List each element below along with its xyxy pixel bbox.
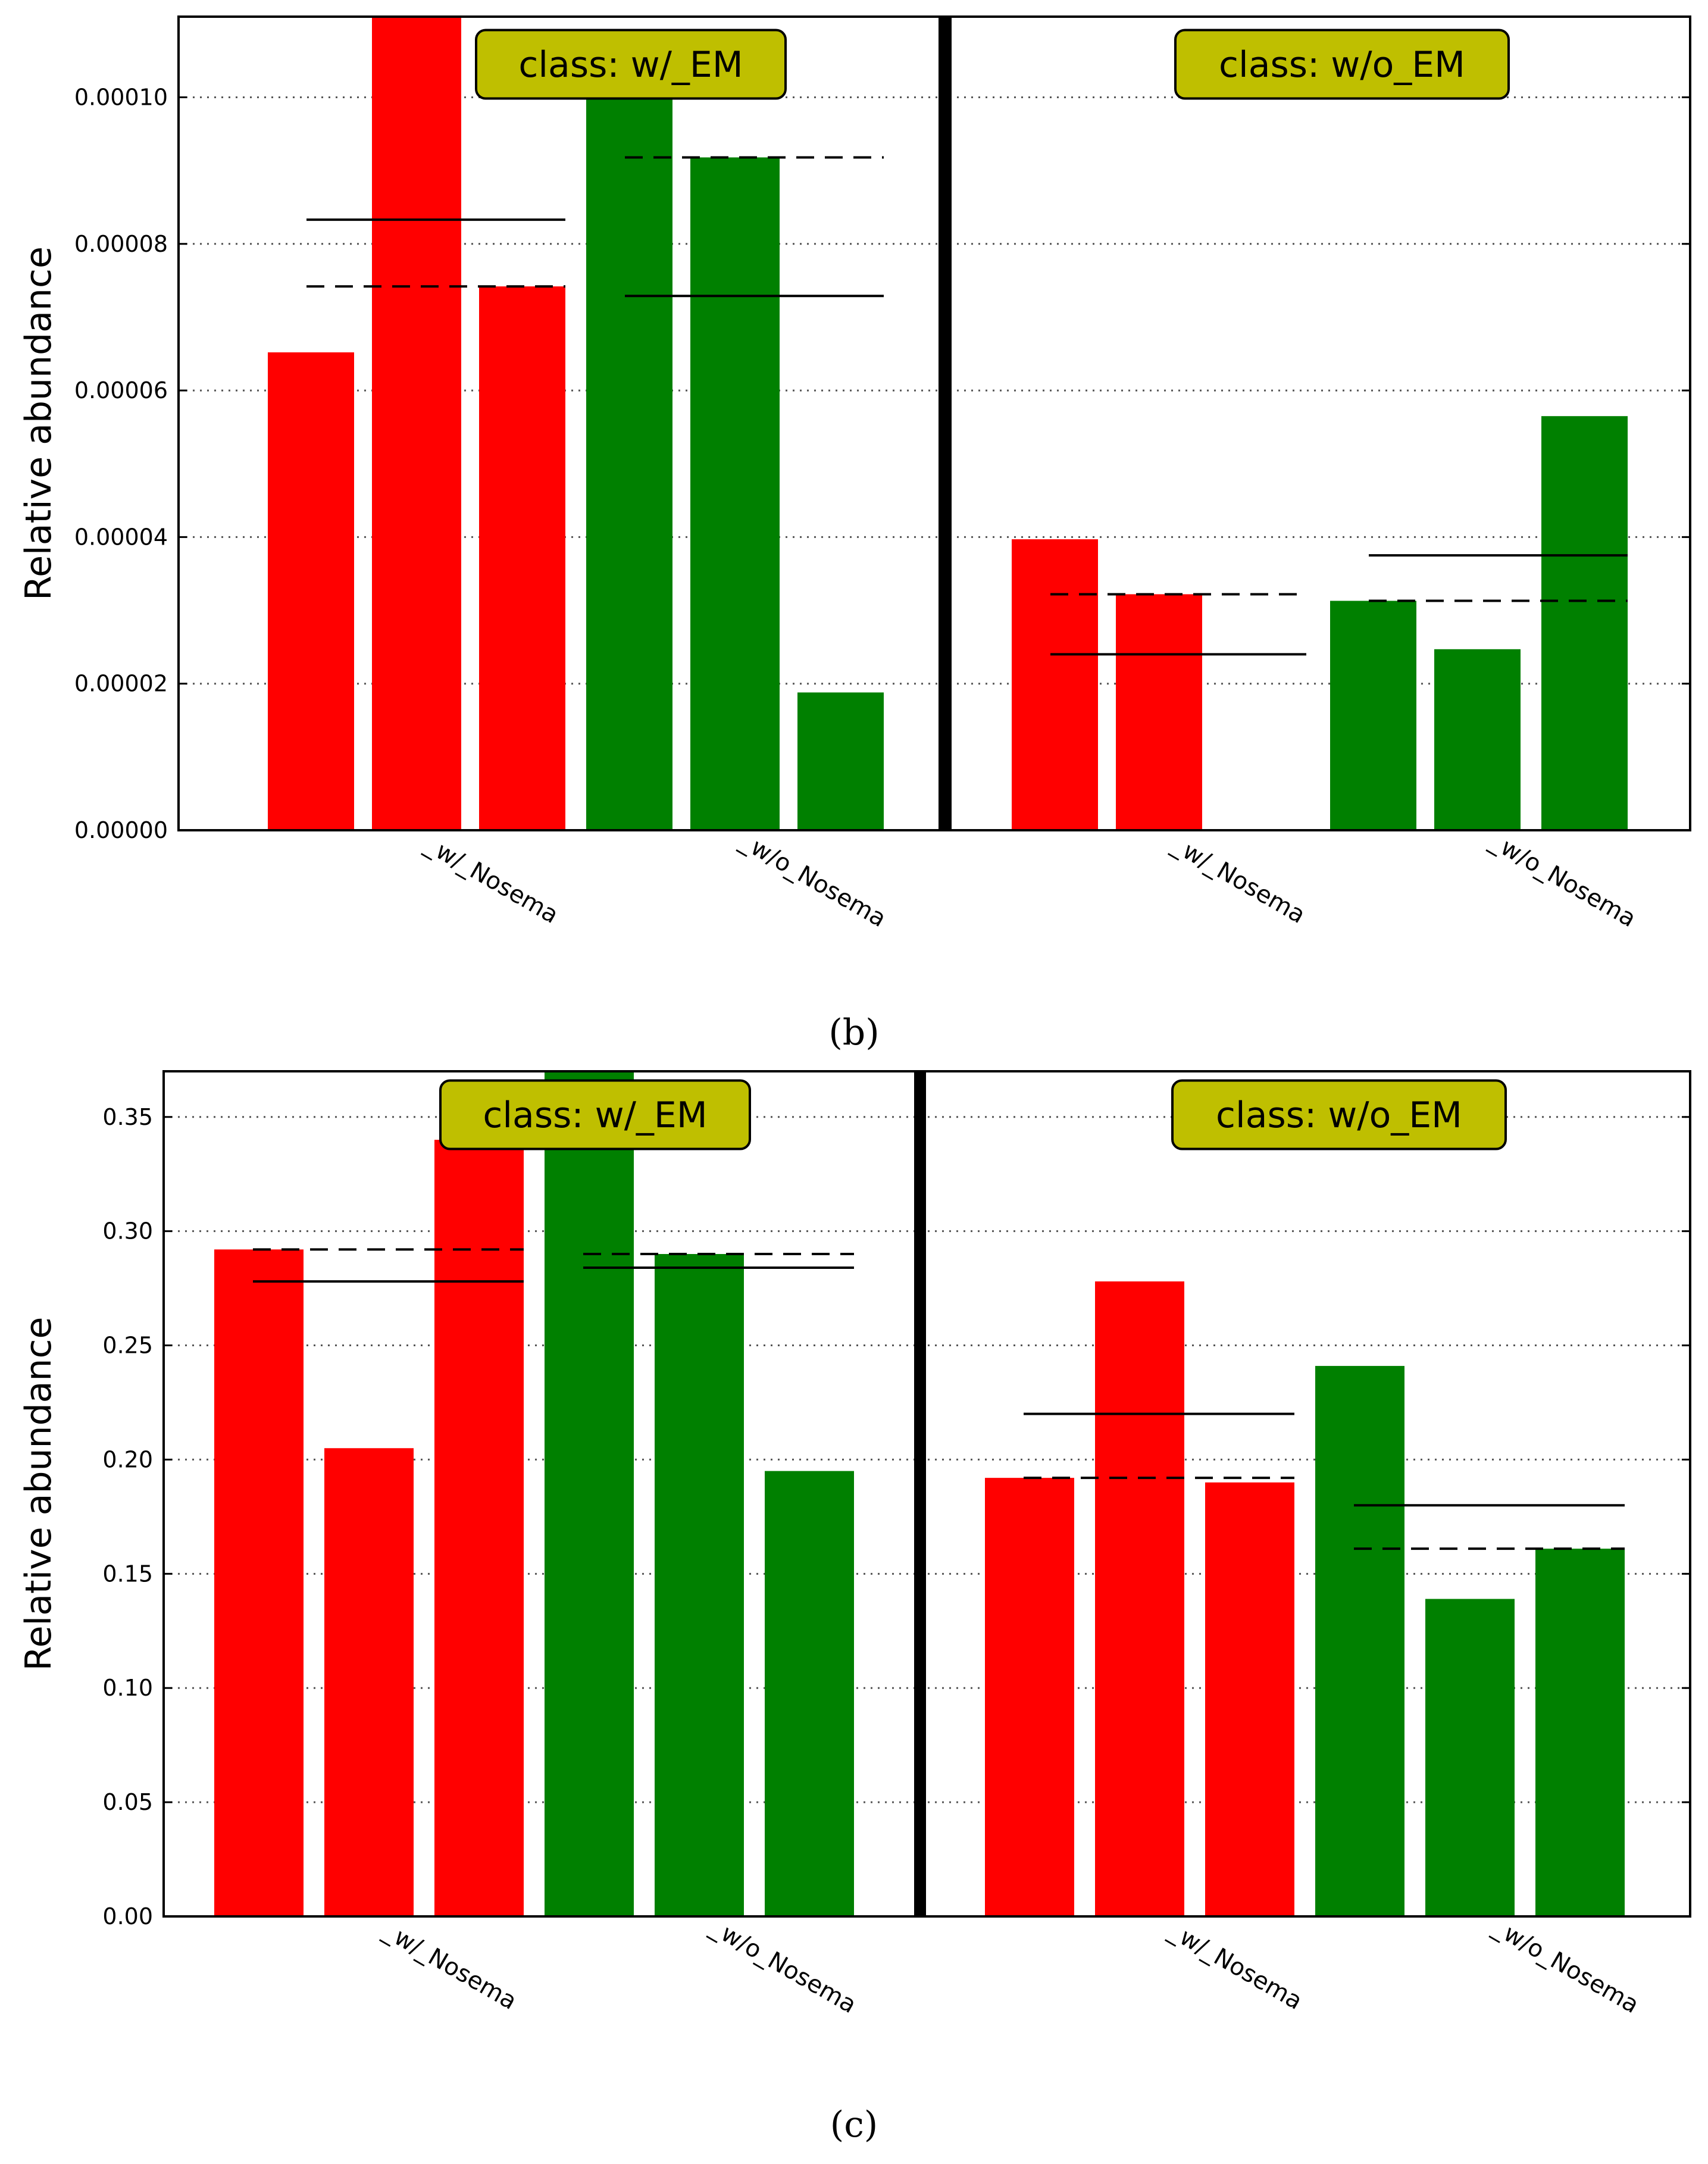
y-tick-label: 0.00: [102, 1903, 153, 1930]
chart-panel-b: 0.00000 0.00002 0.00004 0.00006 0.00008 0.000…: [18, 15, 1691, 1053]
y-tick-label: 0.15: [102, 1561, 153, 1587]
chart-panel-c: 0.00 0.05 0.10 0.15 0.20 0.25 0.30 0.35 Relative…: [18, 1070, 1691, 2146]
y-tick-label: 0.00000: [74, 817, 168, 843]
bar: [655, 1254, 744, 1916]
bar: [214, 1249, 304, 1916]
bar: [1315, 1366, 1404, 1916]
bar: [1425, 1599, 1515, 1916]
bar: [1116, 594, 1202, 830]
axes-frame: [162, 1070, 1691, 1918]
group-separator: [939, 17, 952, 830]
bar: [1012, 539, 1098, 830]
bar: [372, 17, 461, 830]
y-tick-label: 0.00010: [74, 84, 168, 110]
class-label: class: w/o_EM: [1219, 44, 1465, 86]
bar: [1535, 1549, 1625, 1916]
bar: [797, 692, 884, 830]
x-category-label: _w/_Nosema: [1164, 1917, 1307, 2015]
bar: [1434, 649, 1521, 830]
x-category-label: _w/o_Nosema: [1488, 1913, 1643, 2019]
bar: [1205, 1482, 1294, 1916]
bar: [479, 286, 565, 830]
bar: [324, 1448, 414, 1916]
class-label-box: [475, 29, 787, 100]
x-category-label: _w/_Nosema: [1167, 831, 1310, 929]
bar: [268, 352, 354, 830]
bar: [586, 82, 672, 830]
class-label: class: w/_EM: [518, 44, 743, 86]
y-tick-label: 0.10: [102, 1675, 153, 1701]
bars-layer: [268, 17, 1628, 830]
y-tick-label: 0.00004: [74, 524, 168, 550]
x-category-label: _w/o_Nosema: [1485, 827, 1640, 933]
panel-label: (b): [828, 1012, 879, 1053]
bar: [985, 1478, 1074, 1916]
class-label-box: [1174, 29, 1510, 100]
y-tick-label: 0.30: [102, 1218, 153, 1244]
bar: [1330, 601, 1416, 830]
bar: [690, 157, 780, 830]
class-label-box: [439, 1079, 751, 1150]
bar: [1541, 416, 1628, 830]
panel-label: (c): [830, 2104, 878, 2146]
axes-frame: [177, 15, 1691, 831]
class-label: class: w/_EM: [483, 1094, 707, 1136]
y-axis-label: Relative abundance: [18, 246, 60, 601]
x-category-label: _w/o_Nosema: [705, 1913, 861, 2019]
y-tick-label: 0.00006: [74, 377, 168, 404]
y-tick-label: 0.05: [102, 1789, 153, 1815]
y-tick-label: 0.20: [102, 1446, 153, 1472]
bars-layer: [214, 1071, 1625, 1916]
y-tick-label: 0.35: [102, 1104, 153, 1130]
y-tick-label: 0.00002: [74, 671, 168, 697]
class-label: class: w/o_EM: [1216, 1094, 1462, 1136]
bar: [434, 1140, 524, 1916]
y-tick-label: 0.00008: [74, 231, 168, 257]
y-axis-label: Relative abundance: [18, 1317, 60, 1671]
bar: [765, 1471, 854, 1916]
y-tick-label: 0.25: [102, 1333, 153, 1359]
class-label-box: [1171, 1079, 1507, 1150]
bar: [1095, 1281, 1184, 1916]
bar: [545, 1071, 634, 1916]
x-category-label: _w/_Nosema: [378, 1917, 521, 2015]
x-category-label: _w/o_Nosema: [735, 827, 890, 933]
x-category-label: _w/_Nosema: [420, 831, 563, 929]
group-separator: [914, 1071, 926, 1916]
